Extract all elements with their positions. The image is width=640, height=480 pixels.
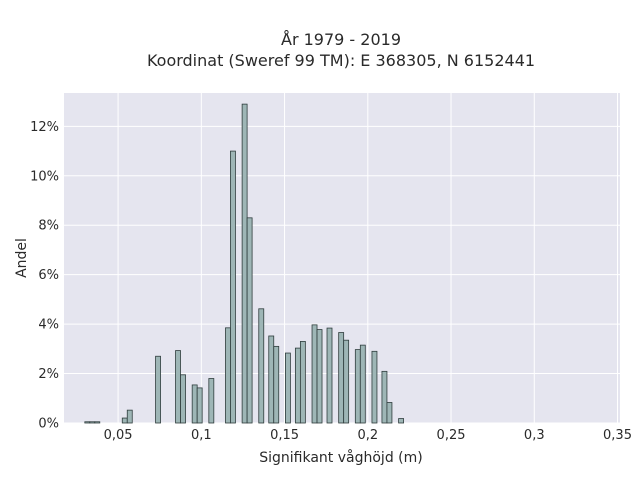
y-tick-label: 8% xyxy=(38,219,59,234)
histogram-bar xyxy=(316,329,323,424)
histogram-bar xyxy=(273,345,280,424)
histogram-bar xyxy=(94,421,101,424)
x-tick-label: 0,2 xyxy=(357,428,378,443)
histogram-bar xyxy=(381,370,388,424)
y-tick-label: 2% xyxy=(38,367,59,382)
chart-title-line2: Koordinat (Sweref 99 TM): E 368305, N 61… xyxy=(147,51,535,70)
histogram-bar xyxy=(84,421,91,424)
y-tick-label: 6% xyxy=(38,268,59,283)
histogram-bar xyxy=(208,378,215,424)
y-axis-label: Andel xyxy=(14,238,30,278)
histogram-bar xyxy=(258,308,265,424)
histogram-bar xyxy=(398,418,404,424)
histogram-bar xyxy=(326,327,333,424)
histogram-bar xyxy=(180,374,186,424)
y-tick-label: 12% xyxy=(30,120,59,135)
histogram-bar xyxy=(371,350,378,424)
histogram-bar xyxy=(121,417,128,424)
y-tick-label: 10% xyxy=(30,169,59,184)
x-axis-label: Signifikant våghöjd (m) xyxy=(259,449,422,466)
histogram-bar xyxy=(338,332,345,424)
histogram-bar xyxy=(225,327,231,424)
chart-title-line1: År 1979 - 2019 xyxy=(281,30,401,49)
bars xyxy=(84,103,404,424)
histogram-bar xyxy=(175,350,181,424)
x-tick-label: 0,15 xyxy=(270,428,299,443)
histogram-bar xyxy=(268,335,275,424)
x-tick-label: 0,05 xyxy=(104,428,133,443)
histogram-bar xyxy=(191,384,198,424)
histogram-bar xyxy=(196,387,203,424)
histogram-bar xyxy=(246,217,253,424)
histogram-bar xyxy=(354,349,361,424)
x-tick-labels: 0,05 0,1 0,15 0,2 0,25 0,3 0,35 xyxy=(104,428,632,443)
y-tick-label: 4% xyxy=(38,318,59,333)
histogram-bar xyxy=(294,347,301,424)
histogram-bar xyxy=(126,409,133,424)
x-tick-label: 0,3 xyxy=(524,428,545,443)
histogram-bar xyxy=(343,339,350,424)
histogram-bar xyxy=(89,421,96,424)
histogram-bar xyxy=(299,341,306,424)
histogram-bar xyxy=(386,402,393,424)
histogram-bar xyxy=(230,150,236,424)
histogram-bar xyxy=(155,355,161,424)
y-tick-labels: 0% 2% 4% 6% 8% 10% 12% xyxy=(30,120,59,432)
histogram-bar xyxy=(359,344,366,424)
x-tick-label: 0,1 xyxy=(191,428,212,443)
x-tick-label: 0,25 xyxy=(437,428,466,443)
histogram-bar xyxy=(241,103,248,424)
x-tick-label: 0,35 xyxy=(603,428,632,443)
histogram-bar xyxy=(285,352,291,424)
histogram-bar xyxy=(311,324,318,424)
y-tick-label: 0% xyxy=(38,417,59,432)
